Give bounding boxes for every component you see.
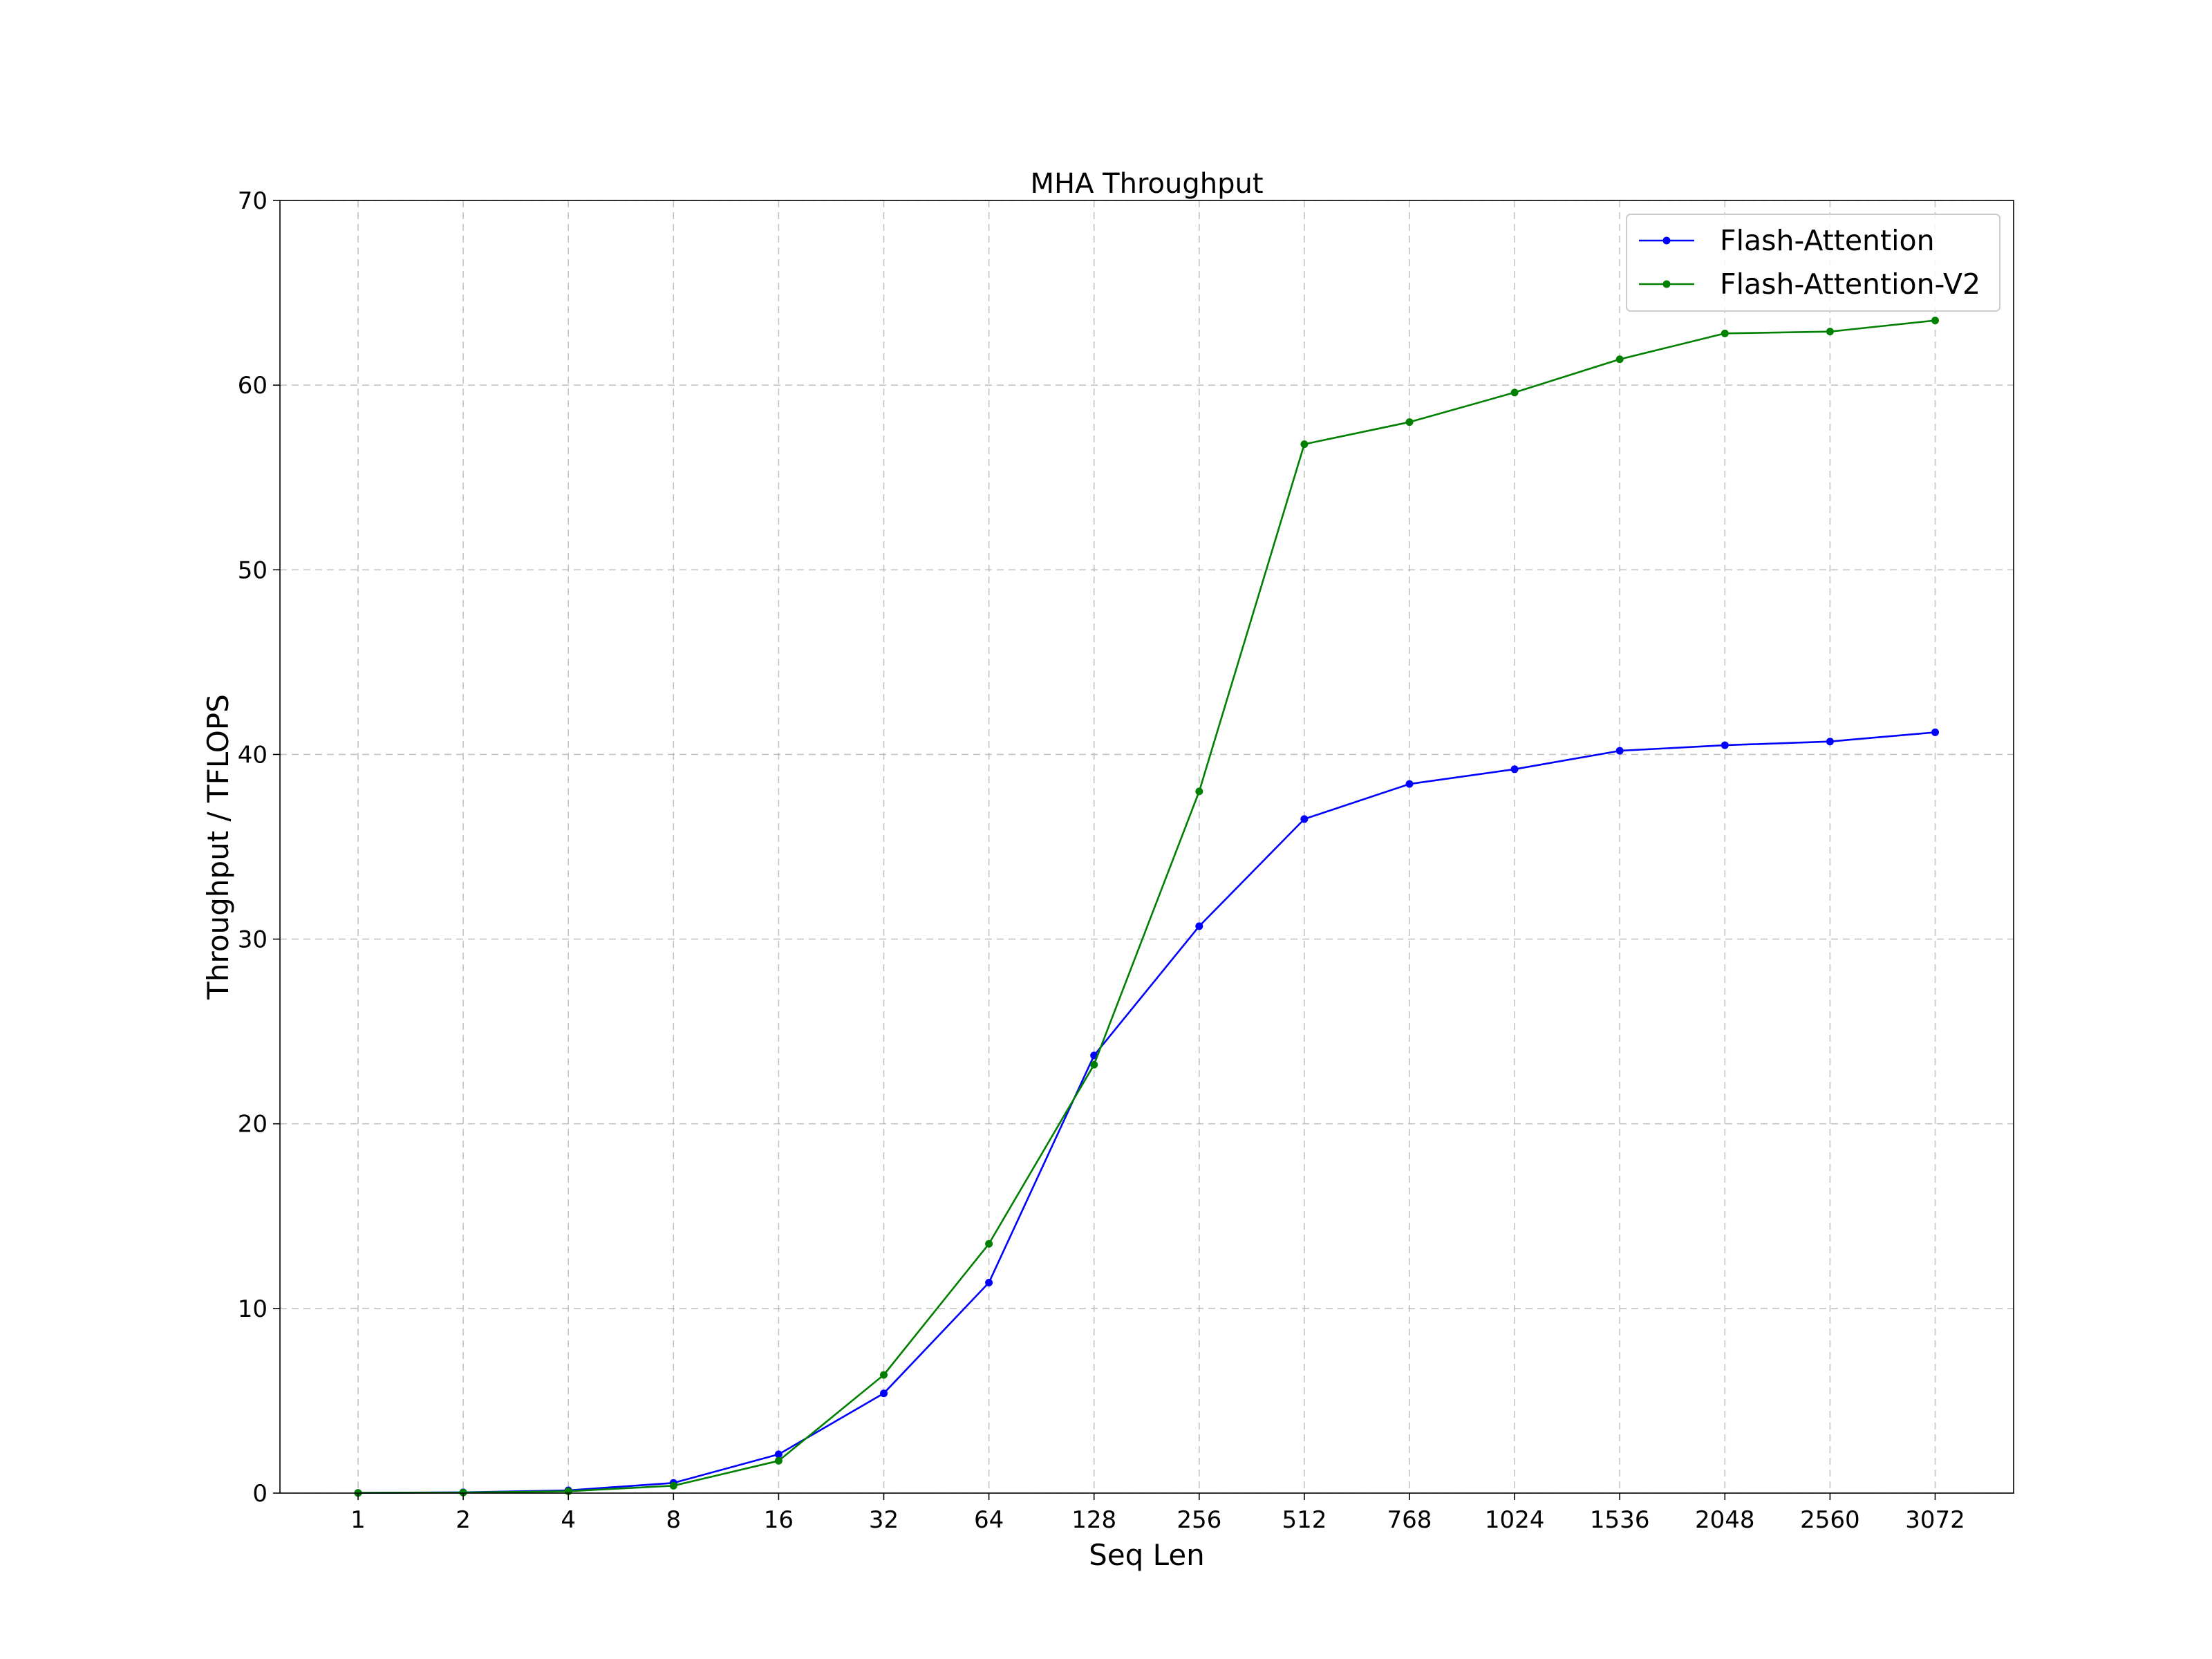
data-point <box>1721 741 1729 749</box>
data-point <box>1300 440 1309 449</box>
data-point <box>1510 765 1519 774</box>
legend-label-2: Flash-Attention-V2 <box>1720 268 1980 301</box>
legend: Flash-Attention Flash-Attention-V2 <box>1626 214 2000 312</box>
data-point <box>1826 738 1834 746</box>
x-tick-label: 256 <box>1177 1506 1221 1534</box>
data-point <box>1405 780 1414 788</box>
series-line-2 <box>357 319 1936 1494</box>
y-tick-label: 60 <box>238 372 268 400</box>
data-point <box>459 1488 467 1497</box>
y-tick-label: 10 <box>238 1295 268 1323</box>
x-tick-label: 8 <box>666 1506 681 1534</box>
data-point <box>1721 329 1729 337</box>
y-tick-label: 70 <box>238 187 268 215</box>
data-point <box>1195 922 1203 930</box>
x-tick-label: 1024 <box>1485 1506 1545 1534</box>
chart-title: MHA Throughput <box>1030 168 1263 200</box>
data-point <box>669 1481 677 1490</box>
data-point <box>1931 317 1939 325</box>
x-tick-label: 2560 <box>1800 1506 1860 1534</box>
data-point <box>1615 355 1624 364</box>
data-point <box>1826 328 1834 336</box>
data-point <box>774 1450 782 1459</box>
data-point <box>774 1456 782 1465</box>
data-point <box>985 1239 993 1248</box>
data-point <box>1090 1060 1098 1069</box>
x-tick-label: 4 <box>561 1506 576 1534</box>
y-tick-label: 50 <box>238 556 268 584</box>
data-point <box>1300 815 1309 823</box>
data-point <box>880 1389 888 1398</box>
x-tick-label: 1 <box>350 1506 366 1534</box>
x-tick-label: 128 <box>1071 1506 1116 1534</box>
series-layer <box>354 317 1939 1497</box>
y-tick-label: 0 <box>252 1480 268 1508</box>
x-axis-label: Seq Len <box>1089 1538 1205 1572</box>
y-tick-label: 40 <box>238 741 268 769</box>
data-point <box>1195 787 1203 796</box>
x-tick-label: 1536 <box>1590 1506 1650 1534</box>
data-point <box>1931 728 1939 736</box>
legend-label-1: Flash-Attention <box>1720 224 1935 257</box>
x-tick-label: 64 <box>974 1506 1004 1534</box>
data-point <box>1615 747 1624 755</box>
legend-marker-2 <box>1662 280 1671 288</box>
plot-area-frame <box>279 200 2014 1494</box>
x-axis: 1 2 4 8 16 32 64 128 256 512 768 1024 1536 2048 2560 30… <box>350 1493 1965 1534</box>
x-tick-label: 16 <box>764 1506 794 1534</box>
y-tick-label: 20 <box>238 1111 268 1138</box>
x-tick-label: 512 <box>1282 1506 1327 1534</box>
x-tick-label: 32 <box>869 1506 899 1534</box>
y-axis: 0 10 20 30 40 50 60 70 <box>238 187 280 1508</box>
x-tick-label: 2048 <box>1695 1506 1755 1534</box>
x-tick-label: 3072 <box>1905 1506 1965 1534</box>
x-tick-label: 2 <box>456 1506 471 1534</box>
y-axis-label: Throughput / TFLOPS <box>201 694 235 1000</box>
x-tick-label: 768 <box>1387 1506 1432 1534</box>
legend-marker-1 <box>1662 236 1671 245</box>
data-point <box>880 1371 888 1379</box>
data-point <box>1510 388 1519 397</box>
data-point <box>985 1278 993 1286</box>
y-tick-label: 30 <box>238 926 268 954</box>
data-point <box>1405 418 1414 427</box>
series-line-1 <box>357 731 1936 1494</box>
legend-box <box>1626 214 2000 312</box>
grid <box>280 200 2014 1494</box>
